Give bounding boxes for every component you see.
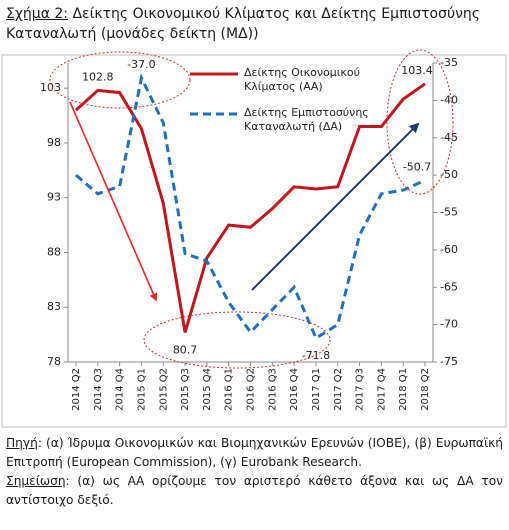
y2-tick-label: -45 (440, 131, 458, 144)
annotations (49, 49, 454, 369)
data-label: 80.7 (173, 343, 198, 356)
highlight-ellipse (143, 311, 331, 369)
legend-entry: Δείκτης Εμπιστοσύνης Καταναλωτή (ΔΑ) (244, 106, 369, 133)
notes: Πηγή: (α) Ίδρυμα Οικονομικών και Βιομηχα… (6, 434, 503, 510)
y2-tick-label: -70 (440, 318, 458, 331)
y2-tick-label: -60 (440, 243, 458, 256)
y2-tick-label: -65 (440, 280, 458, 293)
remark-note: Σημείωση: (α) ως ΑΑ ορίζουμε τον αριστερ… (6, 472, 503, 510)
x-tick-label: 2017 Q3 (355, 368, 366, 411)
x-tick-label: 2016 Q4 (289, 368, 300, 411)
chart: 7883889398103-75-70-65-60-55-50-45-40-35… (1, 49, 507, 428)
data-label: -37.0 (127, 58, 155, 71)
series-line (75, 73, 426, 341)
x-tick-label: 2017 Q4 (376, 368, 387, 411)
y-tick-label: 93 (47, 191, 61, 204)
x-tick-label: 2014 Q2 (71, 368, 82, 411)
note-text: : (α) Ίδρυμα Οικονομικών και Βιομηχανικώ… (6, 436, 503, 469)
x-tick-label: 2018 Q1 (398, 368, 409, 411)
legend-label: Δείκτης Εμπιστοσύνης Καταναλωτή (ΔΑ) (244, 106, 369, 133)
data-label: -71.8 (302, 349, 330, 362)
y2-tick-label: -55 (440, 206, 458, 219)
y-tick-label: 98 (47, 136, 61, 149)
chart-title: Δείκτης Οικονομικού Κλίματος και Δείκτης… (6, 6, 480, 42)
figure-title: Σχήμα 2: Δείκτης Οικονομικού Κλίματος κα… (6, 4, 506, 44)
trend-arrow (251, 122, 420, 291)
x-tick-label: 2016 Q1 (224, 368, 235, 411)
trend-arrow (69, 101, 158, 302)
figure-label: Σχήμα 2: (6, 6, 69, 22)
note-label: Πηγή (6, 436, 38, 450)
y-tick-label: 83 (47, 300, 61, 313)
data-label: 102.8 (82, 70, 114, 83)
x-tick-label: 2015 Q4 (202, 368, 213, 411)
highlight-ellipse (386, 49, 454, 195)
y-tick-label: 78 (47, 355, 61, 368)
chart-frame (1, 54, 507, 428)
legend-entry: Δείκτης Οικονομικού Κλίματος (ΑΑ) (244, 66, 360, 93)
x-tick-label: 2016 Q3 (267, 368, 278, 411)
x-tick-label: 2015 Q2 (158, 368, 169, 411)
y2-tick-label: -35 (440, 56, 458, 69)
y2-tick-label: -40 (440, 93, 458, 106)
x-tick-label: 2017 Q1 (311, 368, 322, 411)
y2-tick-label: -75 (440, 355, 458, 368)
note-label: Σημείωση (6, 474, 66, 488)
x-tick-label: 2016 Q2 (246, 368, 257, 411)
data-label: 103.4 (401, 64, 433, 77)
x-tick-label: 2015 Q1 (136, 368, 147, 411)
x-tick-label: 2017 Q2 (333, 368, 344, 411)
note-text: : (α) ως ΑΑ ορίζουμε τον αριστερό κάθετο… (6, 474, 503, 507)
legend-label: Δείκτης Οικονομικού Κλίματος (ΑΑ) (244, 66, 360, 93)
x-tick-label: 2014 Q4 (115, 368, 126, 411)
y2-tick-label: -50 (440, 168, 458, 181)
data-label: -50.7 (403, 160, 431, 173)
source-note: Πηγή: (α) Ίδρυμα Οικονομικών και Βιομηχα… (6, 434, 503, 472)
x-tick-label: 2015 Q3 (180, 368, 191, 411)
y-tick-label: 88 (47, 245, 61, 258)
x-tick-label: 2014 Q3 (93, 368, 104, 411)
highlight-ellipse (49, 51, 191, 109)
x-tick-label: 2018 Q2 (420, 368, 431, 411)
